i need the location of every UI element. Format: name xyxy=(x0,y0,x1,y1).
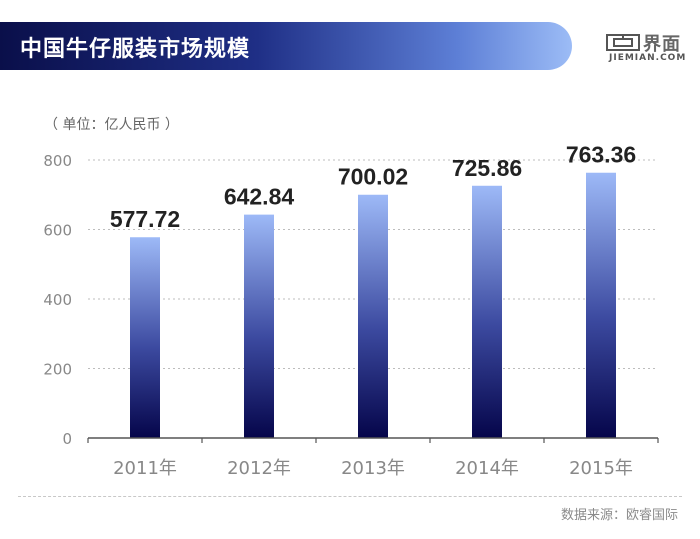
bar-value-label: 763.36 xyxy=(566,142,636,168)
bar-5 xyxy=(586,172,616,438)
bar-3 xyxy=(358,194,388,438)
bar-2 xyxy=(244,214,274,438)
y-tick-label: 800 xyxy=(43,152,72,170)
x-tick-label: 2013年 xyxy=(341,458,405,479)
logo-mark-icon xyxy=(606,34,640,51)
chart-title: 中国牛仔服装市场规模 xyxy=(20,37,251,62)
y-tick-label: 400 xyxy=(43,291,72,309)
bar-value-label: 642.84 xyxy=(224,184,295,210)
x-tick-label: 2012年 xyxy=(227,458,291,479)
y-tick-label: 0 xyxy=(62,430,72,448)
y-tick-label: 200 xyxy=(43,361,72,379)
logo-text: 界面 xyxy=(643,34,681,55)
bar-1 xyxy=(130,237,160,438)
y-tick-label: 600 xyxy=(43,222,72,240)
title-banner: 中国牛仔服装市场规模 xyxy=(0,22,572,70)
jiemian-logo: 界面 JIEMIAN.COM xyxy=(606,32,686,66)
bar-4 xyxy=(472,185,502,438)
bar-value-label: 725.86 xyxy=(452,155,522,181)
footer-divider xyxy=(18,496,682,497)
source-note: 数据来源：欧睿国际 xyxy=(560,508,678,523)
bar-value-label: 577.72 xyxy=(110,206,180,232)
logo-domain: JIEMIAN.COM xyxy=(609,53,687,63)
unit-label: （ 单位：亿人民币 ） xyxy=(44,117,179,133)
bar-value-label: 700.02 xyxy=(338,164,408,190)
x-tick-label: 2014年 xyxy=(455,458,519,479)
x-tick-label: 2015年 xyxy=(569,458,633,479)
x-tick-label: 2011年 xyxy=(113,458,177,479)
